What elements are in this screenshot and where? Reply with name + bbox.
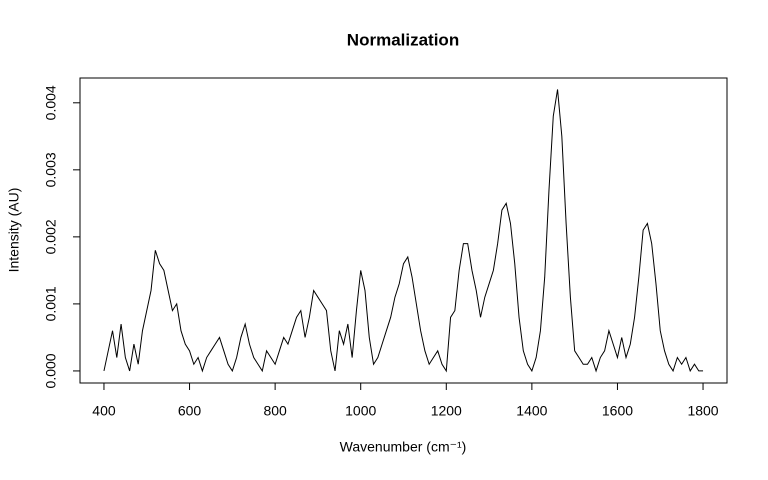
y-tick-label: 0.003 [43, 152, 59, 187]
spectrum-line [103, 89, 704, 373]
y-axis-label: Intensity (AU) [6, 188, 22, 273]
y-tick-label: 0.000 [43, 353, 59, 388]
x-tick-label: 1200 [431, 403, 462, 419]
x-tick-label: 600 [178, 403, 202, 419]
chart-title: Normalization [347, 30, 459, 49]
y-tick-label: 0.002 [43, 219, 59, 254]
plot-frame [79, 77, 728, 384]
x-tick-label: 1600 [602, 403, 633, 419]
x-axis-label: Wavenumber (cm⁻¹) [340, 439, 467, 455]
y-tick-label: 0.004 [43, 85, 59, 120]
x-tick-label: 400 [92, 403, 116, 419]
x-tick-label: 1000 [345, 403, 376, 419]
y-tick-label: 0.001 [43, 286, 59, 321]
x-tick-label: 800 [263, 403, 287, 419]
x-tick-label: 1400 [516, 403, 547, 419]
x-tick-label: 1800 [687, 403, 718, 419]
